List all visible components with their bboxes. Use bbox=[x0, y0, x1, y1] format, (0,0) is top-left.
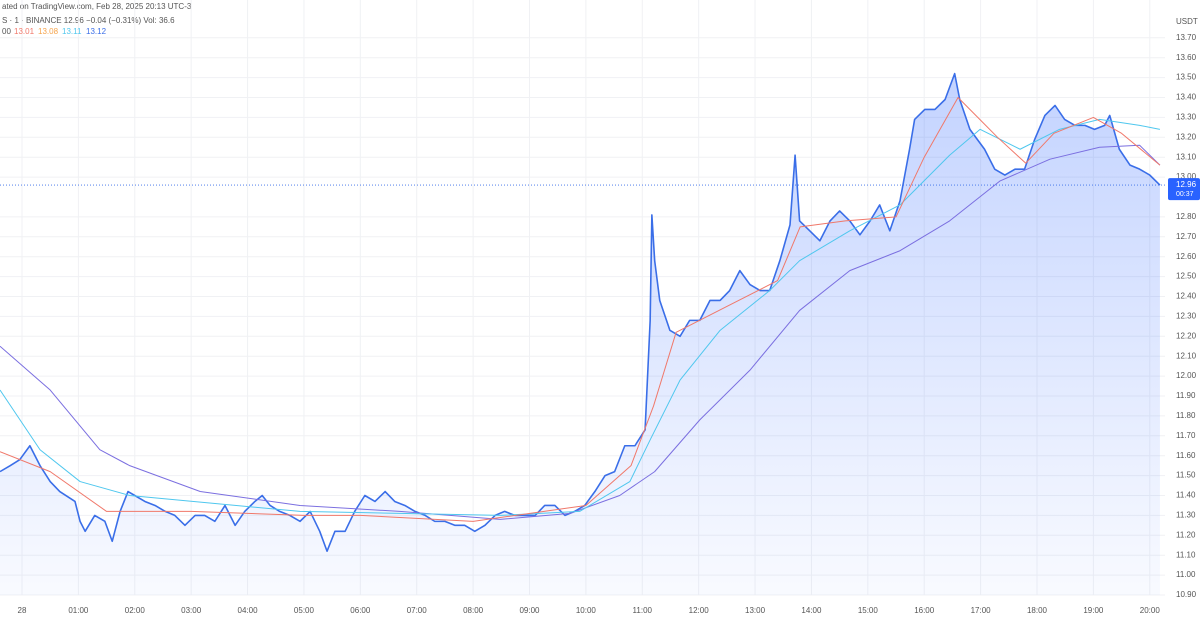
y-tick-label: 13.70 bbox=[1176, 33, 1197, 42]
y-tick-label: 11.60 bbox=[1176, 451, 1196, 460]
last-price-tag bbox=[1168, 178, 1200, 201]
x-tick-label: 17:00 bbox=[971, 606, 992, 615]
indicator-value: 13.08 bbox=[38, 27, 59, 36]
moving-average-line bbox=[0, 118, 1161, 516]
x-tick-label: 13:00 bbox=[745, 606, 766, 615]
x-tick-label: 01:00 bbox=[68, 606, 89, 615]
x-tick-label: 28 bbox=[18, 606, 27, 615]
indicator-label: 00 bbox=[2, 27, 11, 36]
x-tick-label: 18:00 bbox=[1027, 606, 1048, 615]
y-tick-label: 13.40 bbox=[1176, 93, 1197, 102]
y-tick-label: 12.70 bbox=[1176, 232, 1197, 241]
x-tick-label: 20:00 bbox=[1140, 606, 1161, 615]
y-tick-label: 12.40 bbox=[1176, 292, 1197, 301]
y-tick-label: 10.90 bbox=[1176, 590, 1197, 599]
y-tick-label: 13.20 bbox=[1176, 132, 1197, 141]
moving-average-line bbox=[0, 144, 1161, 520]
moving-average-line bbox=[0, 97, 1161, 522]
y-tick-label: 11.40 bbox=[1176, 491, 1196, 500]
x-tick-label: 06:00 bbox=[350, 606, 371, 615]
y-tick-label: 11.20 bbox=[1176, 530, 1196, 539]
indicator-value: 13.01 bbox=[14, 27, 35, 36]
y-tick-label: 13.60 bbox=[1176, 53, 1197, 62]
y-tick-label: 12.80 bbox=[1176, 212, 1197, 221]
y-tick-label: 11.10 bbox=[1176, 550, 1196, 559]
y-tick-label: 13.30 bbox=[1176, 113, 1197, 122]
x-tick-label: 11:00 bbox=[633, 606, 653, 615]
x-tick-label: 14:00 bbox=[801, 606, 822, 615]
y-tick-label: 13.50 bbox=[1176, 73, 1197, 82]
y-tick-label: 11.50 bbox=[1176, 471, 1196, 480]
y-tick-label: 12.60 bbox=[1176, 252, 1197, 261]
indicator-value: 13.12 bbox=[86, 27, 107, 36]
indicator-value: 13.11 bbox=[62, 27, 82, 36]
price-line bbox=[0, 72, 1161, 553]
y-tick-label: 12.50 bbox=[1176, 272, 1197, 281]
x-tick-label: 19:00 bbox=[1083, 606, 1104, 615]
x-tick-label: 02:00 bbox=[125, 606, 146, 615]
price-area bbox=[0, 73, 1160, 595]
x-tick-label: 07:00 bbox=[407, 606, 428, 615]
y-unit: USDT bbox=[1176, 17, 1198, 26]
y-tick-label: 11.30 bbox=[1176, 511, 1196, 520]
x-tick-label: 09:00 bbox=[519, 606, 540, 615]
y-tick-label: 11.90 bbox=[1176, 391, 1196, 400]
y-tick-label: 12.10 bbox=[1176, 351, 1197, 360]
y-tick-label: 13.00 bbox=[1176, 172, 1197, 181]
last-price-label: 12.96 bbox=[1176, 180, 1197, 189]
x-tick-label: 08:00 bbox=[463, 606, 484, 615]
x-tick-label: 04:00 bbox=[238, 606, 259, 615]
source-note: ated on TradingView.com, Feb 28, 2025 20… bbox=[2, 2, 192, 11]
y-tick-label: 12.00 bbox=[1176, 371, 1197, 380]
y-tick-label: 11.00 bbox=[1176, 570, 1196, 579]
x-tick-label: 12:00 bbox=[689, 606, 710, 615]
countdown: 00:37 bbox=[1176, 191, 1194, 198]
y-tick-label: 12.20 bbox=[1176, 331, 1197, 340]
y-tick-label: 12.30 bbox=[1176, 312, 1197, 321]
symbol-line: S · 1 · BINANCE 12.96 −0.04 (−0.31%) Vol… bbox=[2, 16, 175, 25]
y-tick-label: 11.70 bbox=[1176, 431, 1196, 440]
x-tick-label: 10:00 bbox=[576, 606, 597, 615]
x-tick-label: 16:00 bbox=[914, 606, 935, 615]
y-tick-label: 11.80 bbox=[1176, 411, 1196, 420]
x-tick-label: 15:00 bbox=[858, 606, 879, 615]
x-tick-label: 03:00 bbox=[181, 606, 202, 615]
y-tick-label: 13.10 bbox=[1176, 152, 1197, 161]
x-tick-label: 05:00 bbox=[294, 606, 315, 615]
